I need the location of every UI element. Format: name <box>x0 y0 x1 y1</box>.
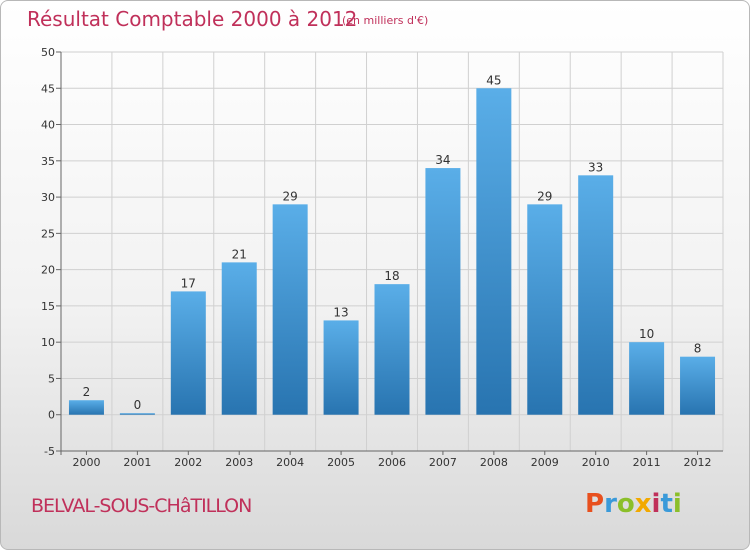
value-label-2008: 45 <box>486 73 501 87</box>
y-tick-label: 30 <box>41 191 55 204</box>
logo-letter: o <box>616 489 635 519</box>
bar-2000 <box>68 400 104 415</box>
value-label-2001: 0 <box>134 398 142 412</box>
x-tick-label-2004: 2004 <box>276 456 304 469</box>
x-tick-label-2006: 2006 <box>378 456 406 469</box>
bar-2011 <box>629 342 665 415</box>
x-tick-label-2001: 2001 <box>123 456 151 469</box>
value-label-2011: 10 <box>639 327 654 341</box>
town-name: BELVAL-SOUS-CHâTILLON <box>31 495 252 517</box>
bar-2006 <box>374 284 410 415</box>
bar-2005 <box>323 320 359 415</box>
value-label-2002: 17 <box>181 276 196 290</box>
logo-letter: x <box>634 489 652 519</box>
value-label-2004: 29 <box>283 189 298 203</box>
chart-subtitle: (en milliers d'€) <box>342 14 429 27</box>
value-label-2003: 21 <box>232 247 247 261</box>
x-tick-label-2012: 2012 <box>684 456 712 469</box>
x-tick-label-2003: 2003 <box>225 456 253 469</box>
logo-letter: t <box>660 489 673 519</box>
value-label-2005: 13 <box>333 305 348 319</box>
value-label-2010: 33 <box>588 160 603 174</box>
x-tick-label-2008: 2008 <box>480 456 508 469</box>
logo-letter: r <box>604 489 617 519</box>
logo-letter: P <box>585 489 605 519</box>
bar-2001 <box>119 413 155 415</box>
logo-letter: i <box>651 489 661 519</box>
x-tick-label-2011: 2011 <box>633 456 661 469</box>
bar-2008 <box>476 88 512 415</box>
x-tick-label-2005: 2005 <box>327 456 355 469</box>
x-tick-label-2009: 2009 <box>531 456 559 469</box>
x-tick-label-2007: 2007 <box>429 456 457 469</box>
value-label-2000: 2 <box>83 385 91 399</box>
y-tick-label: 20 <box>41 264 55 277</box>
y-tick-label: 50 <box>41 46 55 59</box>
value-labels: 2 0 17 21 29 13 18 34 45 29 33 10 8 <box>83 73 702 412</box>
bar-2009 <box>527 204 563 415</box>
chart-title: Résultat Comptable 2000 à 2012 <box>27 7 358 31</box>
y-tick-label: 35 <box>41 155 55 168</box>
bar-2010 <box>578 175 614 415</box>
bar-2007 <box>425 168 461 415</box>
y-tick-label: -5 <box>44 445 55 458</box>
bar-2012 <box>680 356 716 415</box>
value-label-2007: 34 <box>435 153 450 167</box>
value-label-2009: 29 <box>537 189 552 203</box>
y-tick-label: 15 <box>41 300 55 313</box>
x-tick-label-2002: 2002 <box>174 456 202 469</box>
proxiti-logo: Proxiti <box>585 489 682 519</box>
bar-2004 <box>272 204 308 415</box>
value-label-2012: 8 <box>694 342 702 356</box>
bar-2003 <box>221 262 257 415</box>
y-tick-label: 40 <box>41 119 55 132</box>
y-tick-label: 25 <box>41 227 55 240</box>
y-tick-label: 0 <box>48 409 55 422</box>
x-tick-label-2000: 2000 <box>72 456 100 469</box>
bars <box>68 88 716 415</box>
bar-2002 <box>170 291 206 415</box>
logo-letter: i <box>672 489 682 519</box>
x-tick-label-2010: 2010 <box>582 456 610 469</box>
value-label-2006: 18 <box>384 269 399 283</box>
y-tick-label: 5 <box>48 372 55 385</box>
y-tick-label: 45 <box>41 82 55 95</box>
y-tick-label: 10 <box>41 336 55 349</box>
